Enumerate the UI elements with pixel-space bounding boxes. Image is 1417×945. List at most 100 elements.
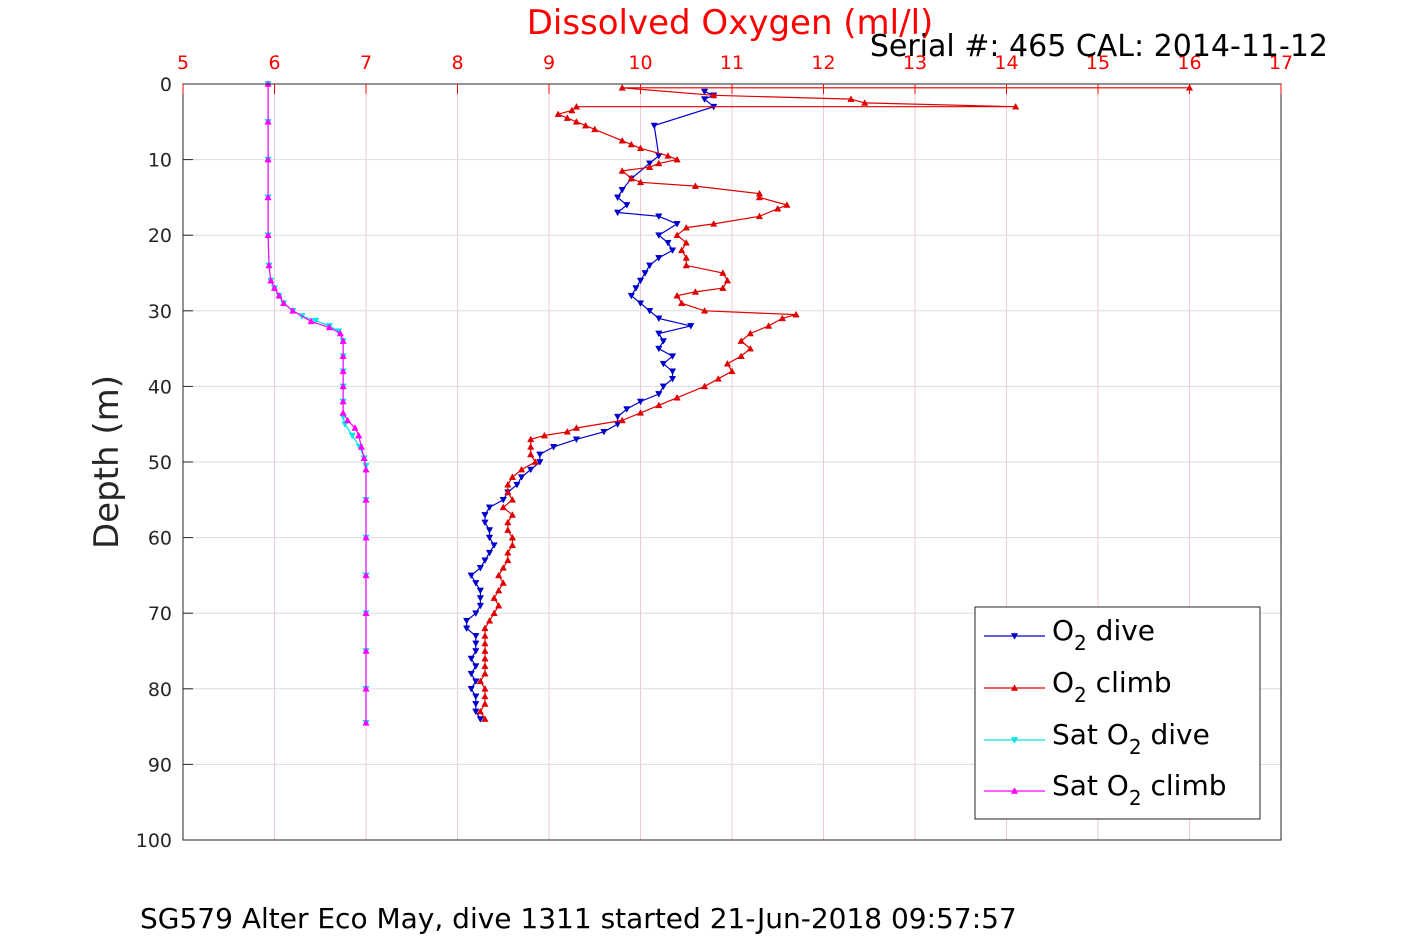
legend-label-sub: 2: [1129, 735, 1142, 759]
y-tick-label: 100: [136, 830, 172, 852]
data-point: [289, 307, 297, 314]
data-point: [472, 693, 480, 701]
data-point: [627, 174, 635, 182]
data-point: [307, 317, 315, 325]
legend-label: Sat O2 dive: [1052, 718, 1210, 759]
data-point: [572, 102, 581, 110]
data-point: [563, 428, 571, 435]
data-point: [655, 315, 663, 323]
data-point: [362, 496, 370, 503]
data-point: [264, 155, 272, 163]
data-point: [476, 565, 484, 572]
y-axis-ticks: 0 10 20 30 40 50 60 70 80 90 100: [136, 74, 193, 852]
data-point: [362, 609, 370, 617]
data-point: [678, 299, 686, 307]
x-tick-label: 13: [903, 52, 927, 74]
data-point: [339, 337, 347, 344]
data-point: [339, 397, 347, 405]
data-point: [700, 382, 709, 390]
legend-label-sub: 2: [1129, 786, 1142, 810]
data-point: [495, 601, 503, 609]
legend-box: [974, 606, 1261, 820]
data-point: [481, 692, 489, 700]
data-point: [719, 284, 727, 291]
data-point: [700, 88, 709, 96]
data-point: [700, 307, 709, 314]
data-point: [540, 431, 549, 439]
legend-label-sub: 2: [1074, 631, 1087, 655]
y-tick-label: 70: [148, 603, 172, 625]
x-tick-label: 15: [1086, 52, 1110, 74]
data-point: [1012, 102, 1020, 110]
data-point: [481, 662, 489, 669]
legend-label-main: Sat O: [1052, 718, 1129, 751]
data-point: [700, 96, 709, 103]
data-point: [476, 707, 484, 715]
data-point: [504, 526, 512, 533]
data-point: [517, 474, 526, 481]
data-point: [472, 610, 480, 617]
data-point: [746, 329, 754, 337]
x-tick-label: 9: [543, 52, 555, 74]
data-point: [485, 549, 494, 557]
data-point: [650, 122, 658, 130]
data-point: [467, 670, 475, 678]
legend-entry-sat-climb: Sat O2 climb: [984, 769, 1227, 810]
data-point: [691, 182, 700, 189]
data-point: [728, 367, 736, 375]
data-point: [481, 654, 489, 662]
data-point: [490, 542, 498, 549]
legend-entry-o2-climb: O2 climb: [984, 666, 1172, 707]
data-point: [646, 163, 654, 170]
data-point: [264, 193, 272, 201]
data-point: [264, 231, 272, 239]
data-point: [472, 701, 480, 708]
data-point: [481, 639, 489, 647]
data-point: [499, 503, 507, 511]
legend-marker: [1010, 684, 1019, 691]
data-point: [536, 451, 544, 459]
data-point: [682, 254, 690, 261]
data-point: [499, 579, 507, 586]
data-point: [362, 465, 370, 473]
data-point: [481, 512, 489, 519]
data-point: [481, 700, 489, 707]
data-point: [499, 564, 507, 571]
y-tick-label: 0: [160, 74, 172, 96]
data-point: [472, 640, 480, 648]
chart-title: Dissolved Oxygen (ml/l): [527, 3, 934, 43]
y-tick-label: 30: [148, 301, 172, 323]
data-point: [508, 511, 517, 518]
data-point: [618, 416, 626, 424]
legend-label-rest: climb: [1087, 666, 1172, 699]
data-point: [668, 368, 677, 375]
data-point: [336, 329, 345, 337]
data-point: [467, 572, 475, 580]
data-point: [476, 602, 484, 610]
data-point: [472, 678, 480, 685]
data-point: [627, 292, 635, 300]
y-tick-label: 10: [148, 150, 172, 172]
data-point: [508, 541, 517, 548]
data-point: [627, 140, 635, 148]
legend-label: Sat O2 climb: [1052, 769, 1227, 810]
data-point: [472, 708, 480, 716]
data-point: [746, 344, 754, 352]
data-point: [755, 212, 764, 220]
data-point: [504, 556, 512, 564]
legend-marker: [1010, 787, 1019, 794]
data-point: [572, 118, 581, 125]
data-point: [513, 481, 521, 489]
data-point: [472, 633, 480, 640]
data-point: [659, 338, 667, 345]
data-point: [563, 114, 571, 121]
data-point: [504, 488, 512, 496]
legend-entry-sat-dive: Sat O2 dive: [984, 718, 1210, 759]
data-point: [668, 353, 677, 360]
data-point: [481, 519, 489, 527]
data-point: [472, 648, 480, 655]
data-point: [355, 431, 363, 439]
data-point: [527, 443, 535, 450]
data-point: [655, 232, 663, 239]
